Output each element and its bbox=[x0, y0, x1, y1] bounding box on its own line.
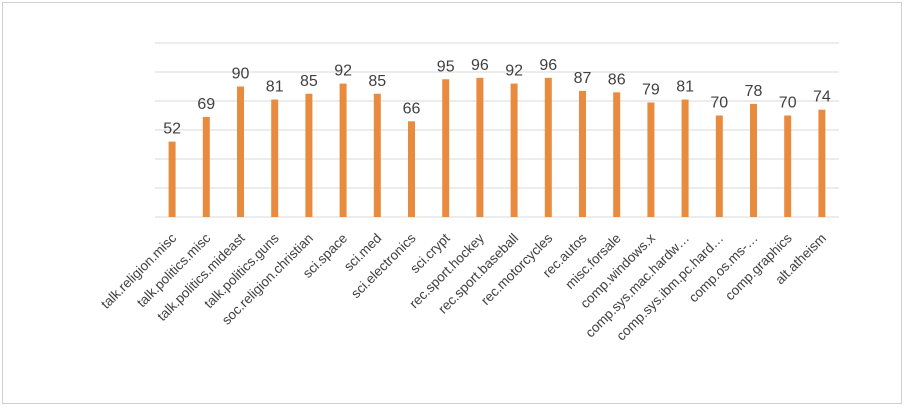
data-label: 70 bbox=[710, 95, 728, 112]
bars bbox=[168, 77, 826, 217]
data-label: 96 bbox=[539, 57, 557, 74]
data-label: 70 bbox=[779, 95, 797, 112]
bar bbox=[373, 93, 381, 217]
bar bbox=[544, 77, 552, 217]
bar bbox=[647, 102, 655, 217]
gridlines bbox=[155, 42, 839, 218]
data-label: 81 bbox=[676, 79, 694, 96]
data-label: 86 bbox=[608, 71, 626, 88]
data-label: 52 bbox=[163, 121, 181, 138]
bar bbox=[681, 99, 689, 217]
bar bbox=[750, 103, 757, 217]
bar bbox=[476, 77, 484, 217]
bar bbox=[442, 79, 450, 217]
bar bbox=[271, 99, 279, 217]
data-label: 66 bbox=[403, 100, 421, 117]
bar bbox=[339, 83, 347, 217]
bar-chart: 52 69 90 81 85 92 85 66 95 96 92 96 87 86 79 81 70 78 70 74… bbox=[98, 42, 839, 344]
bar bbox=[715, 115, 723, 217]
data-label: 95 bbox=[437, 58, 455, 75]
bar bbox=[408, 121, 415, 217]
data-label: 90 bbox=[232, 66, 250, 83]
data-label: 92 bbox=[505, 63, 523, 80]
data-label: 74 bbox=[813, 89, 831, 106]
bar bbox=[818, 109, 826, 217]
bar bbox=[579, 90, 586, 217]
data-labels: 52 69 90 81 85 92 85 66 95 96 92 96 87 86 79 81 70 78 70 74 bbox=[163, 57, 831, 138]
data-label: 81 bbox=[266, 79, 284, 96]
data-label: 69 bbox=[197, 96, 215, 113]
data-label: 85 bbox=[300, 73, 318, 90]
bar bbox=[237, 86, 244, 217]
bar bbox=[784, 115, 792, 217]
data-label: 92 bbox=[334, 63, 352, 80]
bar bbox=[613, 92, 621, 217]
data-label: 78 bbox=[745, 83, 763, 100]
data-label: 87 bbox=[574, 70, 592, 87]
chart-frame: 52 69 90 81 85 92 85 66 95 96 92 96 87 86 79 81 70 78 70 74… bbox=[2, 2, 902, 404]
category-tick-labels: talk.religion.misctalk.politics.misctalk… bbox=[98, 230, 829, 343]
bar bbox=[510, 83, 518, 217]
data-label: 79 bbox=[642, 81, 660, 98]
bar bbox=[305, 93, 313, 217]
bar bbox=[202, 116, 210, 217]
data-label: 96 bbox=[471, 57, 489, 74]
data-label: 85 bbox=[368, 73, 386, 90]
bar bbox=[168, 141, 176, 217]
